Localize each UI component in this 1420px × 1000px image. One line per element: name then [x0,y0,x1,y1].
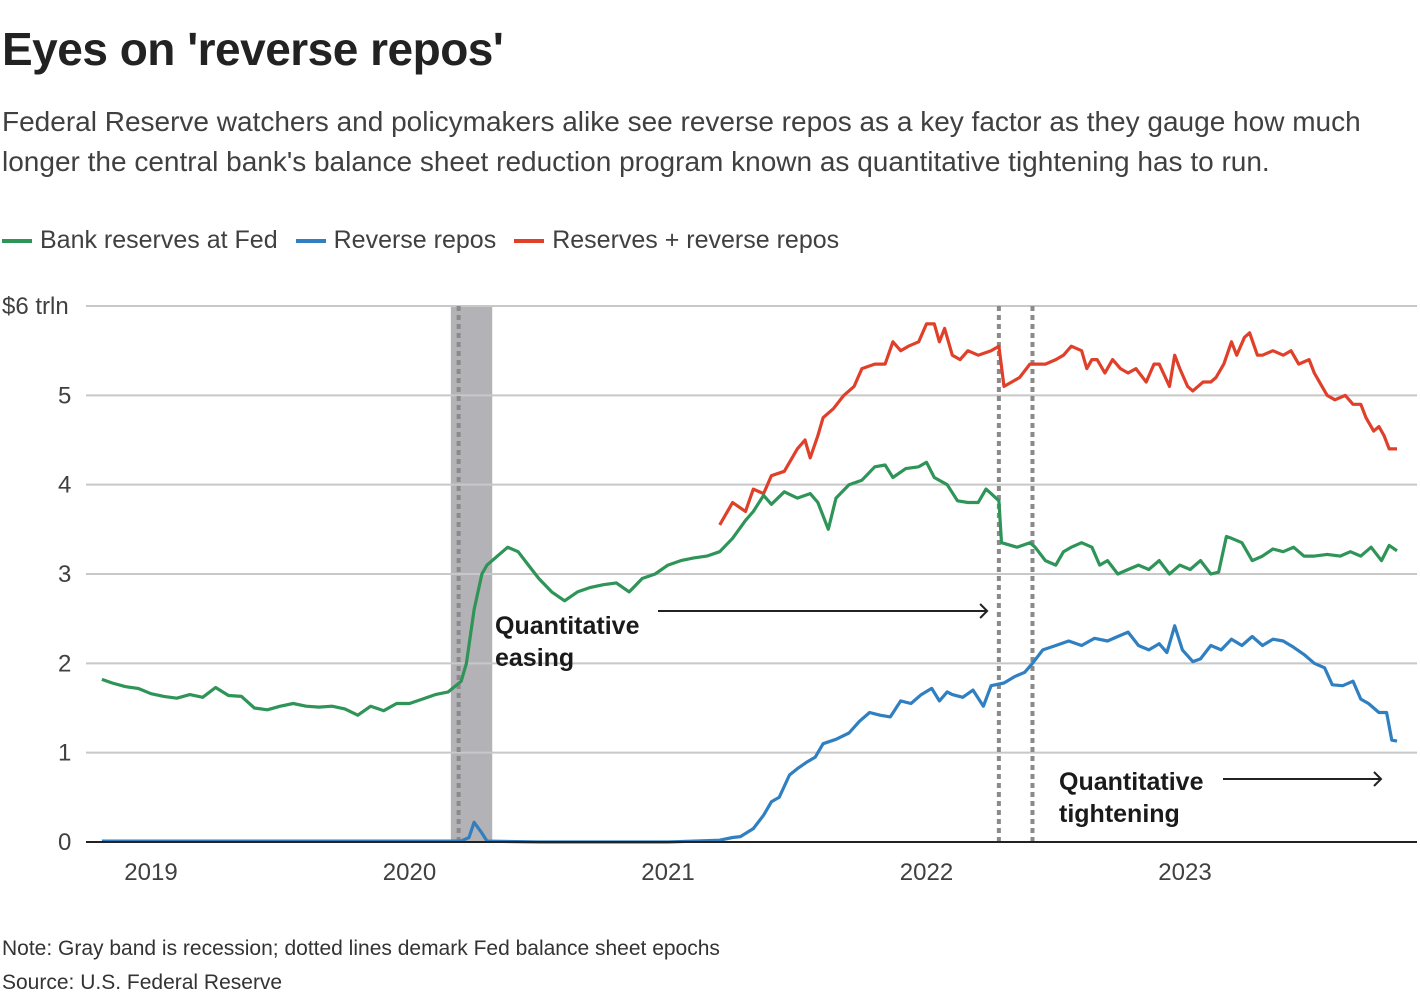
annotation-arrow [1223,771,1383,787]
annotation-line: Quantitative [495,612,640,640]
footnote: Note: Gray band is recession; dotted lin… [2,932,720,1000]
x-tick-label: 2020 [383,859,436,886]
annotation-qt: Quantitative tightening [1059,768,1204,828]
legend-swatch [514,238,545,243]
x-tick-label: 2022 [900,859,953,886]
annotation-line: easing [495,644,574,672]
annotation-line: Quantitative [1059,768,1204,796]
legend-swatch [295,238,326,243]
y-tick-label: 2 [58,650,71,677]
source-text: Source: U.S. Federal Reserve [2,971,283,994]
legend-item-reserves: Bank reserves at Fed [2,226,278,255]
chart-title: Eyes on 'reverse repos' [2,23,504,75]
x-tick-label: 2021 [641,859,694,886]
legend-item-total: Reserves + reverse repos [514,226,839,255]
x-tick-label: 2023 [1158,859,1211,886]
legend: Bank reserves at Fed Reverse repos Reser… [2,226,839,255]
chart-subtitle: Federal Reserve watchers and policymaker… [2,106,1361,177]
legend-label: Reserves + reverse repos [552,226,840,254]
annotation-arrow [658,603,989,619]
annotation-line: tightening [1059,800,1180,828]
y-tick-label: $6 trln [2,293,69,320]
y-tick-label: 3 [58,561,71,588]
annotation-qe: Quantitative easing [495,612,640,672]
y-tick-label: 1 [58,740,71,767]
series-line-reserves-reverse-repos [718,322,1397,526]
y-tick-label: 5 [58,382,71,409]
series-line-reverse-repos [101,624,1398,844]
series-line-bank-reserves-at-fed [101,460,1398,717]
legend-item-reverse-repos: Reverse repos [295,226,497,255]
legend-label: Reverse repos [333,226,497,254]
y-tick-label: 4 [58,472,71,499]
legend-label: Bank reserves at Fed [40,226,278,254]
note-text: Note: Gray band is recession; dotted lin… [2,937,720,960]
legend-swatch [2,238,32,243]
y-tick-label: 0 [58,829,71,856]
x-tick-label: 2019 [124,859,177,886]
